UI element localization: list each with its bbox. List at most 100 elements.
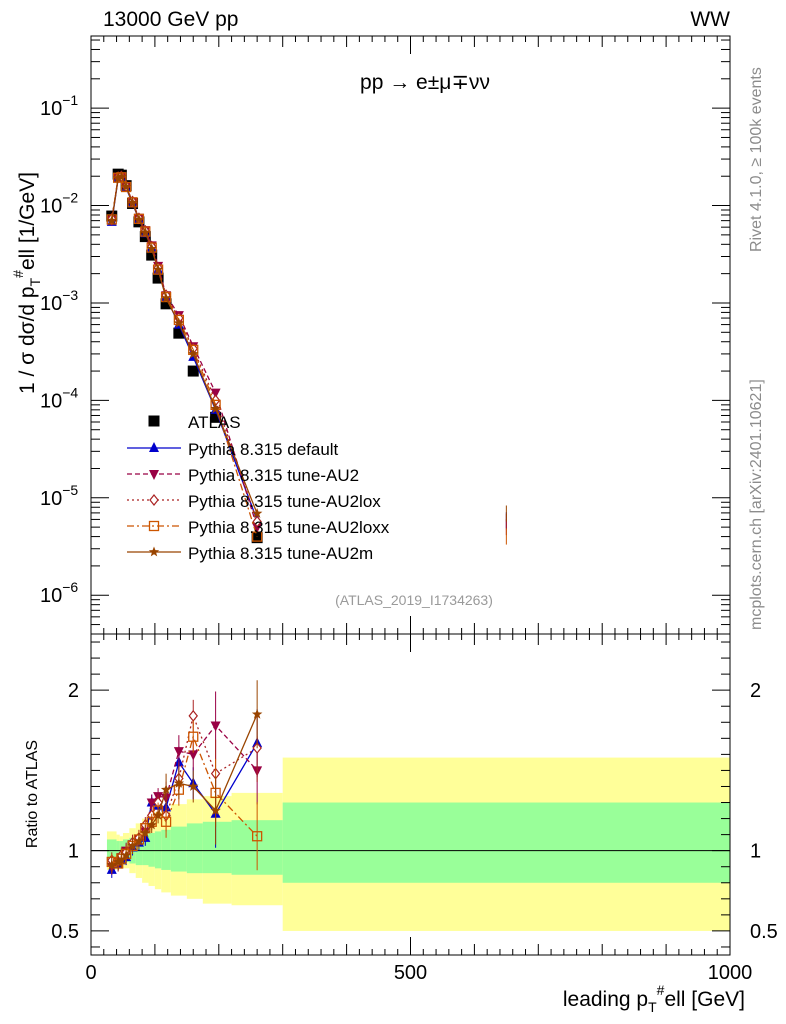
main-point-5-7 [146,243,157,254]
ratio-ylabel: Ratio to ATLAS [24,740,41,848]
legend-label-au2m: Pythia 8.315 tune-AU2m [188,544,373,563]
ratio-point-4-7 [146,819,157,830]
main-ytick-label-5: 10−1 [40,92,78,120]
band-inner-9 [161,829,171,870]
legend-label-atlas: ATLAS [188,413,241,432]
legend-label-default: Pythia 8.315 default [188,440,339,459]
legend-marker-5 [148,546,160,557]
legend-marker-1 [149,442,159,452]
main-point-0-11 [187,365,199,377]
ratio-point-4-12 [210,805,221,815]
main-point-5-2 [116,171,127,182]
ratio-series [106,680,263,878]
header-right: WW [690,8,730,31]
band-inner-11 [186,823,203,874]
main-point-5-1 [112,172,124,183]
main-point-5-11 [188,348,199,359]
main-point-2-13 [252,523,263,534]
main-point-5-6 [140,226,151,237]
main-point-5-9 [160,292,172,303]
xlabel: leading pT#ell [GeV] [563,982,745,1015]
main-point-3-13 [252,515,262,528]
rivet-label: Rivet 4.1.0, ≥ 100k events [748,67,765,252]
main-ticks: 10−6 10−5 10−4 10−3 10−2 10−1 [40,36,731,635]
main-point-0-8 [152,272,164,284]
main-ytick-label-4: 10−2 [40,190,78,218]
ratio-point-4-0 [106,859,117,870]
xtick-label-1: 500 [394,962,427,984]
main-point-0-9 [160,298,172,310]
ratio-point-4-9 [160,784,172,795]
ratio-point-4-2 [116,854,127,865]
ratio-line-3 [111,734,258,865]
main-point-4-13 [251,531,263,542]
main-point-5-3 [120,181,132,192]
main-frame [90,35,731,635]
ratio-point-4-8 [152,809,164,820]
ratio-point-4-3 [120,850,132,860]
band-inner-8 [154,831,162,869]
legend-marker-4 [148,520,160,532]
ratio-point-4-11 [188,781,199,791]
main-point-5-13 [251,508,263,518]
ratio-point-4-5 [133,835,145,846]
ratio-point-1-12 [210,721,221,732]
band-inner-6 [142,834,149,866]
band-inner-7 [148,833,155,867]
legend-symbols [127,415,181,557]
header-left: 13000 GeV pp [103,8,238,31]
ratio-point-3-13 [251,831,263,842]
main-ytick-label-1: 10−5 [40,482,78,510]
uncertainty-bands [91,757,730,931]
main-point-5-12 [210,403,221,414]
ratio-point-2-11 [188,709,199,722]
xtick-label-0: 0 [85,962,96,984]
main-ytick-label-0: 10−6 [40,579,78,607]
main-ytick-label-2: 10−4 [40,384,78,412]
main-point-5-10 [173,317,185,328]
xtick-label-2: 1000 [708,962,753,984]
main-point-5-5 [133,213,145,224]
main-ylabel: 1 / σ dσ/d pT#ell [1/GeV] [10,172,43,394]
main-series [106,168,507,545]
ratio-point-1-10 [173,747,184,758]
band-inner-10 [170,826,187,872]
main-point-2-12 [210,388,221,399]
main-point-0-7 [146,249,158,261]
ratio-frame [90,633,731,956]
legend-label-au2lox: Pythia 8.315 tune-AU2lox [188,492,381,511]
ratio-point-4-1 [112,856,124,867]
ratio-ytick-label-right-0: 0.5 [750,921,778,943]
process-label: pp → e±μ∓νν [360,71,490,94]
ratio-ytick-label-right-1: 1 [750,841,761,863]
mcplots-label: mcplots.cern.ch [arXiv:2401.10621] [748,379,765,630]
legend-label-au2: Pythia 8.315 tune-AU2 [188,466,359,485]
ratio-ytick-label-right-2: 2 [750,680,761,702]
band-inner-14 [282,802,730,883]
ratio-ytick-label-left-1: 1 [68,841,79,863]
ratio-point-3-11 [188,731,199,742]
main-point-0-13 [251,532,263,544]
legend-marker-0 [148,415,160,427]
main-ytick-label-3: 10−3 [40,287,78,315]
analysis-id: (ATLAS_2019_I1734263) [335,592,493,608]
legend-label-au2loxx: Pythia 8.315 tune-AU2loxx [188,518,390,537]
main-point-5-4 [127,197,138,208]
main-point-5-0 [106,215,117,226]
ratio-point-1-7 [146,798,157,809]
band-inner-12 [202,821,232,874]
ratio-point-4-10 [173,777,185,788]
ratio-point-3-9 [160,816,172,827]
ratio-ytick-label-left-2: 2 [68,680,79,702]
ratio-point-4-4 [127,840,138,851]
legend-marker-3 [149,494,159,506]
ratio-ytick-label-left-0: 0.5 [51,921,79,943]
main-point-5-8 [152,264,164,275]
main-point-0-10 [173,327,185,339]
ratio-point-1-11 [188,750,199,761]
ratio-point-4-13 [251,708,263,719]
legend: ATLAS Pythia 8.315 default Pythia 8.315 … [127,413,390,563]
legend-marker-2 [149,470,159,480]
ratio-point-4-6 [140,827,151,838]
